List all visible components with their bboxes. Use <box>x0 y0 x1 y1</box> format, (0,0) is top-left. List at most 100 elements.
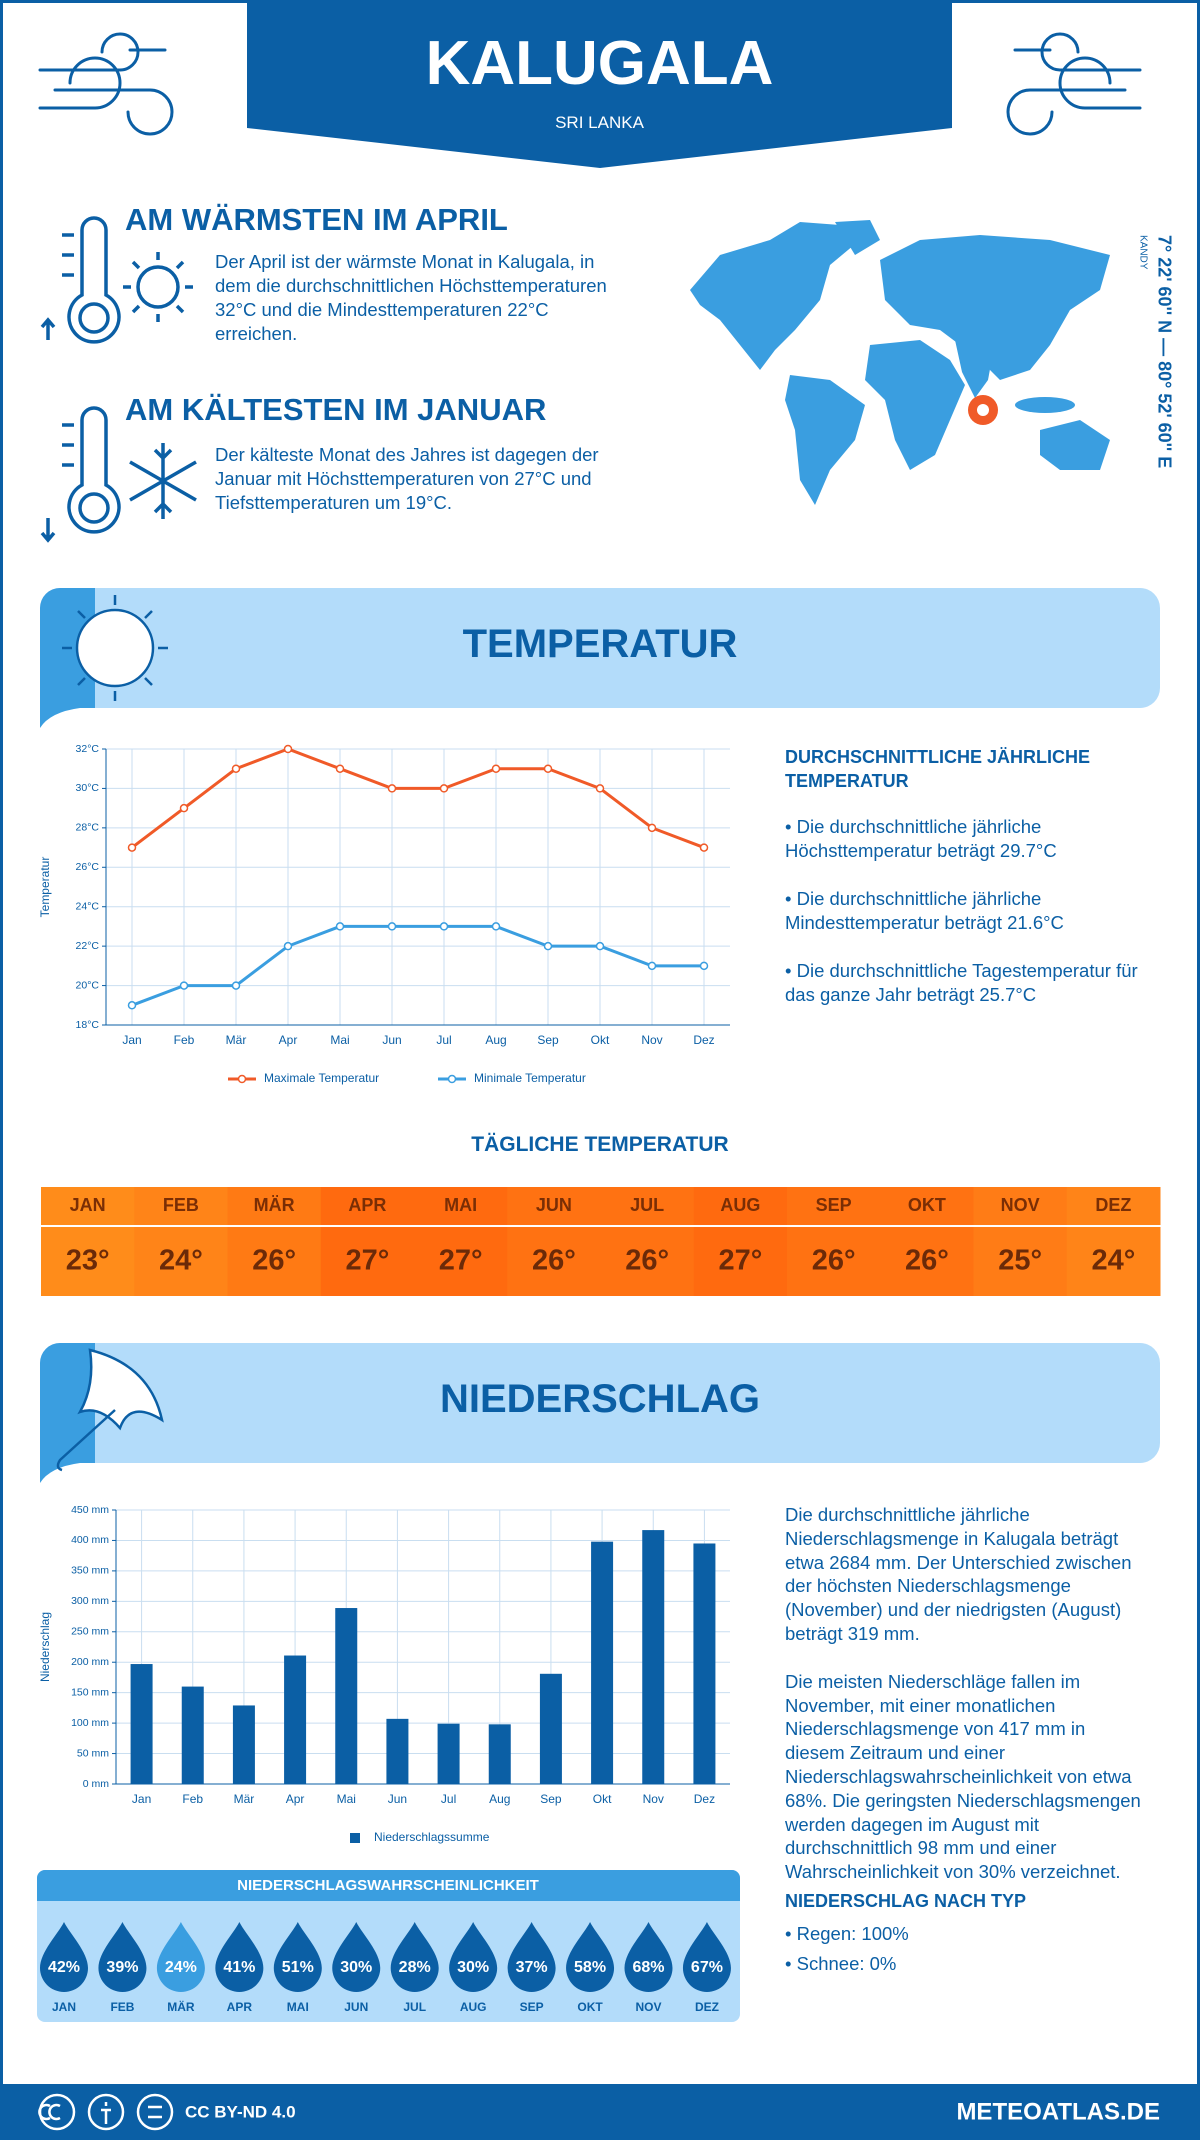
x-tick-label: Okt <box>593 1792 612 1806</box>
daily-month: NOV <box>1001 1195 1040 1215</box>
data-point <box>127 1001 137 1010</box>
data-point <box>231 764 241 773</box>
footer-bar <box>0 2084 1200 2140</box>
rain-drop <box>566 1922 615 1992</box>
bar <box>539 1673 562 1784</box>
umbrella-icon <box>56 1348 164 1472</box>
data-point <box>283 941 293 951</box>
continent <box>865 340 965 470</box>
probability-month: MÄR <box>167 1999 195 2014</box>
annual-temperature: DURCHSCHNITTLICHE JÄHRLICHE TEMPERATUR •… <box>785 745 1150 1031</box>
rain-drop <box>40 1922 88 1992</box>
daily-month: MAI <box>444 1195 477 1215</box>
license-icons <box>38 2093 174 2131</box>
precipitation-title: NIEDERSCHLAG <box>439 1377 761 1421</box>
data-point <box>647 961 657 971</box>
city-title: KALUGALA <box>425 29 774 98</box>
x-tick-label: Jan <box>122 1033 141 1047</box>
annual-bullet: • Die durchschnittliche Tagestemperatur … <box>785 960 1138 1005</box>
x-tick-label: Mai <box>330 1033 349 1047</box>
y-tick-label: 350 mm <box>71 1565 109 1577</box>
bar <box>642 1530 665 1784</box>
x-tick-label: Mär <box>234 1792 255 1806</box>
y-tick-label: 250 mm <box>71 1626 109 1638</box>
bar <box>386 1718 409 1784</box>
y-axis-label: Temperatur <box>38 857 52 918</box>
legend-marker <box>237 1074 247 1084</box>
daily-month: FEB <box>163 1195 199 1215</box>
rain-drop <box>624 1922 673 1992</box>
bar <box>232 1705 255 1784</box>
probability-value: 41% <box>223 1959 255 1976</box>
coldest-text: Der kälteste Monat des Jahres ist dagege… <box>215 444 599 513</box>
daily-value-cell <box>227 1227 322 1296</box>
legend-marker <box>350 1833 360 1843</box>
thermometer-bulb <box>78 492 110 524</box>
daily-value-cell <box>787 1227 881 1296</box>
daily-value-cell <box>973 1227 1068 1296</box>
bar <box>130 1664 153 1784</box>
warmest-text: Der April ist der wärmste Monat in Kalug… <box>215 251 607 344</box>
daily-value-cell <box>320 1227 415 1296</box>
sun-big-icon <box>62 595 168 701</box>
probability-value: 68% <box>632 1959 664 1976</box>
series-line <box>131 924 704 1007</box>
daily-value-cell <box>600 1227 695 1296</box>
y-tick-label: 22°C <box>76 940 100 952</box>
continent <box>1040 420 1110 470</box>
daily-header-cell <box>787 1187 881 1225</box>
daily-month: JUL <box>630 1195 664 1215</box>
probability-title-bar <box>37 1870 740 1901</box>
legend-marker <box>447 1074 457 1084</box>
daily-value-cell <box>693 1227 788 1296</box>
world-map <box>690 220 1110 505</box>
rain-drop <box>273 1922 322 1992</box>
x-tick-label: Jul <box>441 1792 456 1806</box>
y-tick-label: 300 mm <box>71 1595 109 1607</box>
data-point <box>491 764 501 773</box>
icon-glyphs <box>38 2103 61 2121</box>
sun-rays <box>123 252 193 322</box>
thermometer-body <box>67 216 121 344</box>
daily-value-cell <box>134 1227 228 1296</box>
region: KANDY <box>1137 235 1148 270</box>
country: SRI LANKA <box>555 113 644 132</box>
y-tick-label: 26°C <box>76 861 100 873</box>
y-tick-label: 20°C <box>76 979 100 991</box>
daily-month: OKT <box>908 1195 946 1215</box>
daily-month: JAN <box>70 1195 106 1215</box>
daily-header-cell <box>507 1187 601 1225</box>
data-point <box>387 922 397 931</box>
daily-header-cell <box>134 1187 228 1225</box>
data-point <box>179 981 189 990</box>
precipitation-banner <box>40 1343 1160 1463</box>
y-tick-label: 0 mm <box>83 1778 110 1790</box>
rain-drop <box>215 1922 264 1992</box>
y-tick-label: 400 mm <box>71 1534 109 1546</box>
daily-month: AUG <box>720 1195 760 1215</box>
probability-month: JUL <box>403 2000 426 2014</box>
legend-label: Maximale Temperatur <box>264 1071 379 1085</box>
rain-drop <box>156 1922 205 1992</box>
location-marker-center <box>977 404 989 416</box>
probability-box <box>37 1870 740 2022</box>
probability-month: OKT <box>577 2000 603 2014</box>
bar <box>181 1686 204 1784</box>
wind-line <box>38 32 140 72</box>
series-line <box>131 747 705 849</box>
thermometer-warm <box>40 216 193 344</box>
daily-month: JUN <box>536 1195 572 1215</box>
bar <box>335 1608 358 1784</box>
daily-value: 26° <box>905 1245 949 1277</box>
temperature-banner <box>40 588 1160 708</box>
thermometer-scale <box>40 233 74 340</box>
x-tick-label: Mär <box>226 1033 247 1047</box>
probability-value: 42% <box>48 1959 80 1976</box>
daily-value: 26° <box>532 1245 576 1277</box>
header-banner <box>247 0 952 168</box>
daily-value-cell <box>1066 1227 1161 1296</box>
x-tick-label: Jun <box>388 1792 407 1806</box>
data-point <box>699 843 709 852</box>
precipitation-text: Die durchschnittliche jährliche Niedersc… <box>785 1503 1150 1999</box>
